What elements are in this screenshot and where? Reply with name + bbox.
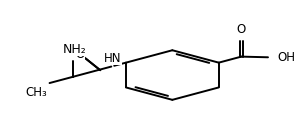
Text: O: O: [237, 23, 246, 36]
Text: O: O: [75, 48, 85, 61]
Text: OH: OH: [277, 51, 296, 64]
Text: NH₂: NH₂: [63, 43, 87, 56]
Text: CH₃: CH₃: [25, 86, 47, 99]
Text: HN: HN: [104, 52, 122, 65]
